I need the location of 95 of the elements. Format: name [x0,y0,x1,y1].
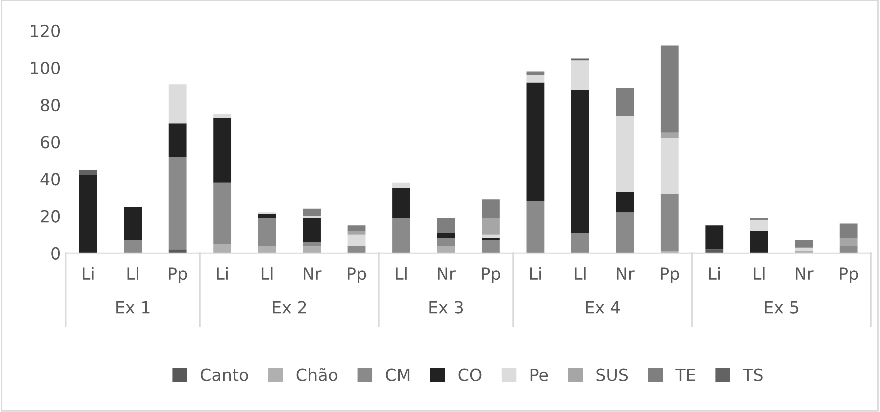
bar [616,212,634,254]
text: Ex 5 [765,301,798,314]
y-tick-label: 40 [40,173,60,186]
legend-label: TE [676,369,696,382]
bar [392,182,410,188]
bar [214,118,232,183]
legend-label: Pe [530,369,548,382]
bar [348,226,366,232]
bar [214,182,232,244]
bar [392,188,410,218]
x-tick-label: Li [709,267,720,280]
bar [482,218,500,235]
y-tick-label: 20 [41,210,60,223]
bar [348,231,366,235]
y-tick-label: 0 [52,247,60,260]
bar [571,90,590,233]
bar [258,214,276,218]
y-tick-label: 60 [41,136,60,149]
bar [840,246,858,254]
bar [303,218,321,242]
legend-label: TS [742,368,763,382]
x-tick-label: Li [530,267,542,280]
y-tick-label: 80 [41,99,60,112]
legend-label: Canto [201,368,248,382]
x-tick-label: Nr [304,268,322,280]
bar [526,75,545,83]
bar [124,240,142,254]
bar [616,88,634,116]
bar [526,72,545,76]
x-tick-label: Pp [348,268,366,284]
bar [616,116,634,192]
text: Ex 2 [273,301,306,314]
bar [482,200,500,218]
bar [437,238,456,246]
bar [348,246,366,254]
bar [303,242,321,246]
legend-label: SUS [596,368,628,382]
bar [571,60,590,90]
bar [482,234,500,239]
bar [526,201,545,254]
bar [303,246,321,254]
x-tick-label: Ll [575,267,586,280]
bar [526,82,545,202]
legend-label: Chão [296,368,338,382]
bar [168,124,187,157]
bar [214,244,232,254]
bar [258,246,276,254]
legend-label: CM [386,368,410,382]
bar [168,84,187,124]
y-tick-label: 100 [31,62,60,75]
bar [437,246,456,254]
bar [706,226,724,250]
x-tick-label: Nr [438,268,456,280]
x-tick-label: Pp [840,268,858,284]
bar [750,231,768,254]
bar [660,138,679,194]
bar [79,170,98,176]
bar [168,250,187,254]
bar [168,156,187,250]
x-tick-label: Nr [617,268,635,280]
bar [571,232,590,254]
y-tick-label: 120 [31,24,60,38]
bar [616,192,634,213]
x-tick-label: Ll [396,267,407,280]
bar [795,240,814,248]
x-tick-label: Pp [482,268,500,284]
text: Ex 3 [430,301,464,314]
bar [482,240,500,254]
x-tick-label: Li [83,267,94,280]
bar [750,220,768,232]
x-tick-label: Ll [262,267,273,280]
bar [660,46,679,133]
bar [214,114,232,118]
text: Ex 1 [116,301,150,314]
bar [706,250,724,254]
legend-label: CO [458,368,482,382]
bar [840,224,858,239]
bar [124,207,142,240]
bar [392,218,410,254]
x-tick-label: Pp [661,268,680,284]
bar [437,232,456,239]
bar [437,218,456,233]
x-tick-label: Pp [169,268,188,284]
bar [79,176,98,254]
x-tick-label: Ll [754,267,765,280]
bar [348,234,366,246]
x-tick-label: Nr [796,268,814,280]
bar [303,208,321,216]
bar [258,218,276,246]
bar [840,238,858,246]
bar [660,132,679,138]
text: Ex 4 [586,301,620,314]
bar [660,194,679,252]
x-tick-label: Li [217,267,228,280]
x-tick-label: Ll [128,267,138,280]
